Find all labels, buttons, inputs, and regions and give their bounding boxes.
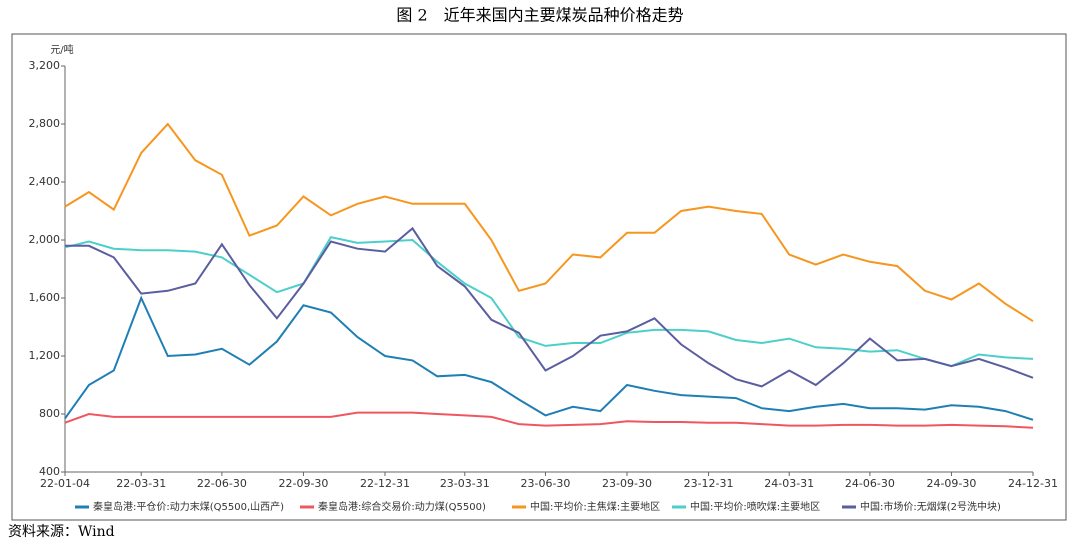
x-tick-label: 22-12-31	[360, 477, 410, 490]
y-tick-label: 400	[39, 465, 60, 478]
x-tick-label: 23-09-30	[602, 477, 652, 490]
legend-label: 秦皇岛港:平仓价:动力末煤(Q5500,山西产)	[93, 500, 284, 513]
y-tick-label: 2,400	[29, 175, 61, 188]
series-line	[64, 295, 1034, 421]
series-line	[65, 226, 1034, 388]
frame	[11, 33, 1067, 521]
x-tick-label: 22-01-04	[40, 477, 90, 490]
x-tick-label: 24-09-30	[926, 477, 976, 490]
x-tick-label: 22-06-30	[197, 477, 247, 490]
chart-title: 图 2 近年来国内主要煤炭品种价格走势	[396, 6, 683, 25]
y-tick-label: 800	[39, 407, 60, 420]
x-tick-label: 22-03-31	[116, 477, 166, 490]
legend-label: 秦皇岛港:综合交易价:动力煤(Q5500)	[318, 500, 486, 513]
x-tick-label: 24-03-31	[764, 477, 814, 490]
x-tick-label: 23-03-31	[440, 477, 490, 490]
series-line	[64, 122, 1034, 323]
y-tick-label: 2,000	[29, 233, 61, 246]
x-tick-label: 24-12-31	[1008, 477, 1058, 490]
y-tick-label: 3,200	[29, 59, 61, 72]
legend-label: 中国:市场价:无烟煤(2号洗中块)	[860, 500, 1001, 513]
series-line	[64, 411, 1034, 429]
x-tick-label: 23-06-30	[520, 477, 570, 490]
y-axis-label: 元/吨	[50, 43, 73, 56]
x-tick-label: 24-06-30	[845, 477, 895, 490]
source: 资料来源：Wind	[8, 524, 115, 540]
y-tick-label: 2,800	[29, 117, 61, 130]
y-tick-label: 1,600	[29, 291, 61, 304]
legend-label: 中国:平均价:喷吹煤:主要地区	[690, 500, 820, 513]
series-line	[64, 235, 1034, 368]
x-tick-label: 22-09-30	[278, 477, 328, 490]
legend-label: 中国:平均价:主焦煤:主要地区	[530, 500, 660, 513]
y-tick-label: 1,200	[29, 349, 61, 362]
x-tick-label: 23-12-31	[684, 477, 734, 490]
